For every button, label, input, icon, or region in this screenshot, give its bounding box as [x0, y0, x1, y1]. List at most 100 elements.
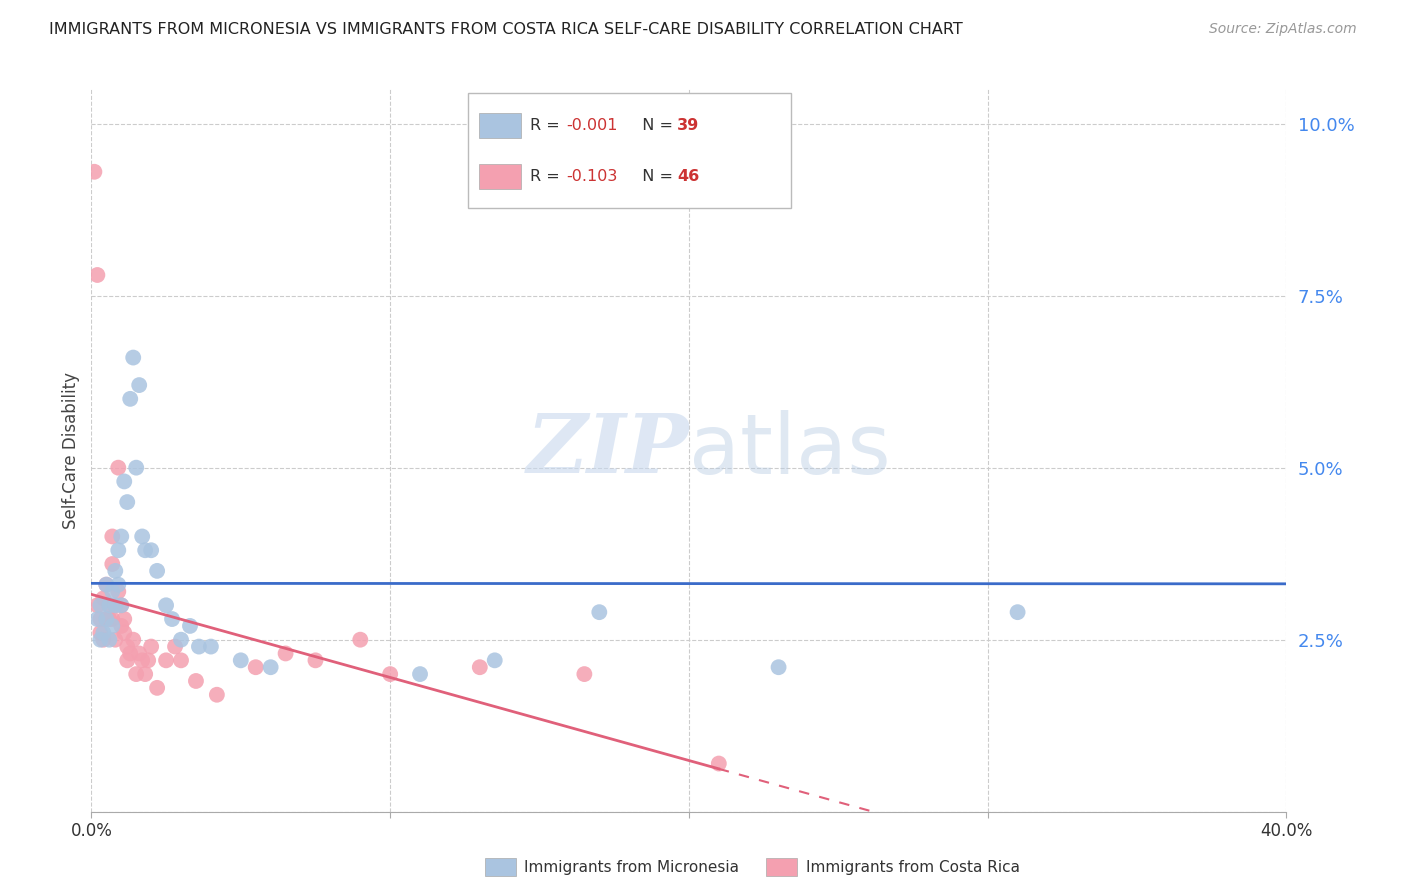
- Point: [125, 460, 148, 475]
- Point: [107, 543, 129, 558]
- Point: [101, 612, 124, 626]
- Point: [110, 599, 132, 613]
- Point: [229, 653, 252, 667]
- Point: [93, 632, 115, 647]
- Point: [86, 612, 108, 626]
- Point: [115, 640, 138, 654]
- Point: [707, 756, 730, 771]
- Point: [96, 612, 118, 626]
- Point: [98, 632, 121, 647]
- Point: [304, 653, 326, 667]
- Point: [409, 667, 432, 681]
- Point: [134, 543, 156, 558]
- Point: [104, 632, 127, 647]
- Point: [110, 619, 132, 633]
- Point: [768, 660, 790, 674]
- Y-axis label: Self-Care Disability: Self-Care Disability: [62, 372, 80, 529]
- Point: [96, 577, 118, 591]
- Point: [89, 625, 111, 640]
- Point: [141, 640, 163, 654]
- Point: [163, 640, 186, 654]
- Point: [104, 564, 127, 578]
- Text: atlas: atlas: [689, 410, 890, 491]
- Point: [101, 619, 124, 633]
- Point: [122, 351, 145, 365]
- Point: [101, 584, 124, 599]
- Point: [96, 577, 118, 591]
- Point: [155, 599, 177, 613]
- Point: [107, 460, 129, 475]
- Text: 39: 39: [678, 118, 700, 133]
- Point: [200, 640, 222, 654]
- Point: [86, 268, 108, 282]
- Point: [89, 632, 111, 647]
- Point: [146, 681, 169, 695]
- Text: IMMIGRANTS FROM MICRONESIA VS IMMIGRANTS FROM COSTA RICA SELF-CARE DISABILITY CO: IMMIGRANTS FROM MICRONESIA VS IMMIGRANTS…: [49, 22, 963, 37]
- Point: [112, 475, 135, 489]
- Point: [128, 647, 150, 661]
- Point: [349, 632, 371, 647]
- Point: [83, 165, 105, 179]
- Text: 46: 46: [678, 169, 700, 184]
- Point: [120, 647, 142, 661]
- Point: [184, 673, 207, 688]
- Point: [170, 632, 193, 647]
- Point: [141, 543, 163, 558]
- Point: [131, 653, 153, 667]
- Point: [128, 378, 150, 392]
- Point: [259, 660, 281, 674]
- Point: [205, 688, 228, 702]
- Point: [245, 660, 267, 674]
- Text: Immigrants from Micronesia: Immigrants from Micronesia: [524, 860, 740, 874]
- Point: [380, 667, 402, 681]
- Point: [588, 605, 610, 619]
- Point: [274, 647, 297, 661]
- Point: [98, 599, 121, 613]
- Text: -0.103: -0.103: [567, 169, 617, 184]
- Point: [101, 557, 124, 571]
- Point: [146, 564, 169, 578]
- Text: N =: N =: [633, 118, 679, 133]
- Point: [86, 599, 108, 613]
- Point: [134, 667, 156, 681]
- Point: [131, 529, 153, 543]
- Point: [89, 612, 111, 626]
- Text: -0.001: -0.001: [567, 118, 617, 133]
- Text: N =: N =: [633, 169, 679, 184]
- Point: [110, 529, 132, 543]
- Point: [93, 625, 115, 640]
- Point: [1007, 605, 1029, 619]
- Point: [468, 660, 491, 674]
- Point: [98, 599, 121, 613]
- Text: ZIP: ZIP: [526, 410, 689, 491]
- Point: [89, 599, 111, 613]
- Point: [96, 612, 118, 626]
- Point: [104, 599, 127, 613]
- Point: [120, 392, 142, 406]
- Point: [112, 625, 135, 640]
- Point: [155, 653, 177, 667]
- Point: [125, 667, 148, 681]
- Point: [122, 632, 145, 647]
- Point: [112, 612, 135, 626]
- Text: Source: ZipAtlas.com: Source: ZipAtlas.com: [1209, 22, 1357, 37]
- Text: R =: R =: [530, 118, 565, 133]
- Point: [170, 653, 193, 667]
- Point: [179, 619, 201, 633]
- Point: [188, 640, 211, 654]
- Point: [101, 529, 124, 543]
- Point: [115, 495, 138, 509]
- Point: [110, 599, 132, 613]
- Point: [484, 653, 506, 667]
- Text: R =: R =: [530, 169, 565, 184]
- Point: [104, 599, 127, 613]
- Point: [98, 612, 121, 626]
- Point: [115, 653, 138, 667]
- Point: [160, 612, 183, 626]
- Point: [107, 584, 129, 599]
- Point: [136, 653, 159, 667]
- Point: [107, 577, 129, 591]
- Text: Immigrants from Costa Rica: Immigrants from Costa Rica: [806, 860, 1019, 874]
- Point: [93, 591, 115, 606]
- Point: [574, 667, 596, 681]
